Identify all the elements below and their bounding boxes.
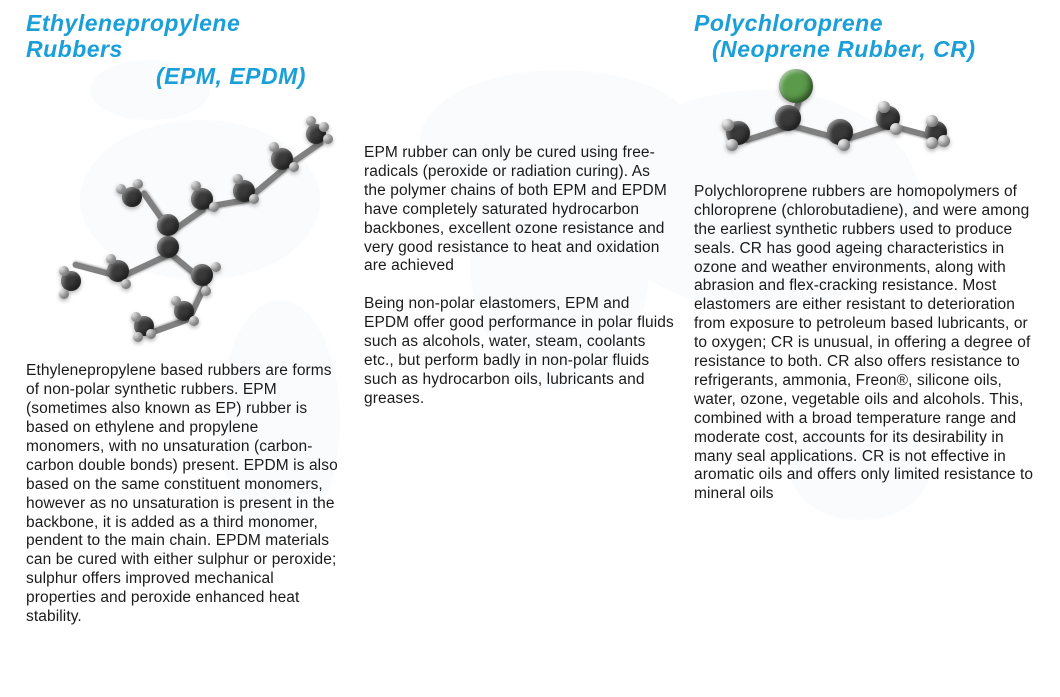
- atom-hydrogen: [59, 289, 69, 299]
- atom-hydrogen: [878, 101, 890, 113]
- column-epm-epdm: Ethylenepropylene Rubbers (EPM, EPDM) Et…: [26, 10, 338, 627]
- molecule-chloroprene: [714, 83, 954, 173]
- atom-hydrogen: [726, 139, 738, 151]
- body-polychloroprene: Polychloroprene rubbers are homopolymers…: [694, 183, 1042, 504]
- body-epm-epdm: Ethylenepropylene based rubbers are form…: [26, 362, 338, 627]
- atom-hydrogen: [323, 134, 333, 144]
- title-line1: Polychloroprene: [694, 10, 1042, 36]
- atom-hydrogen: [838, 139, 850, 151]
- atom-carbon: [157, 214, 179, 236]
- atom-carbon: [775, 105, 801, 131]
- molecule-epdm: [56, 99, 306, 354]
- atom-hydrogen: [211, 262, 221, 272]
- column-epm-epdm-continued: EPM rubber can only be cured using free-…: [364, 144, 674, 409]
- atom-hydrogen: [146, 329, 156, 339]
- body-epm-epdm-2: EPM rubber can only be cured using free-…: [364, 144, 674, 409]
- atom-hydrogen: [133, 332, 143, 342]
- title-epm-epdm: Ethylenepropylene Rubbers (EPM, EPDM): [26, 10, 338, 89]
- title-line1: Ethylenepropylene Rubbers: [26, 10, 338, 63]
- atom-hydrogen: [289, 162, 299, 172]
- title-line2: (Neoprene Rubber, CR): [694, 36, 1042, 62]
- atom-hydrogen: [890, 123, 902, 135]
- column-polychloroprene: Polychloroprene (Neoprene Rubber, CR) Po…: [694, 10, 1042, 504]
- atom-hydrogen: [209, 202, 219, 212]
- title-line2: (EPM, EPDM): [26, 63, 338, 89]
- atom-hydrogen: [121, 279, 131, 289]
- atom-hydrogen: [722, 119, 734, 131]
- atom-carbon: [191, 264, 213, 286]
- atom-hydrogen: [926, 137, 938, 149]
- atom-hydrogen: [133, 179, 143, 189]
- atom-hydrogen: [201, 286, 211, 296]
- title-polychloroprene: Polychloroprene (Neoprene Rubber, CR): [694, 10, 1042, 63]
- atom-chlorine: [779, 69, 813, 103]
- atom-hydrogen: [938, 135, 950, 147]
- atom-hydrogen: [249, 194, 259, 204]
- atom-hydrogen: [926, 115, 938, 127]
- atom-hydrogen: [319, 122, 329, 132]
- atom-hydrogen: [189, 316, 199, 326]
